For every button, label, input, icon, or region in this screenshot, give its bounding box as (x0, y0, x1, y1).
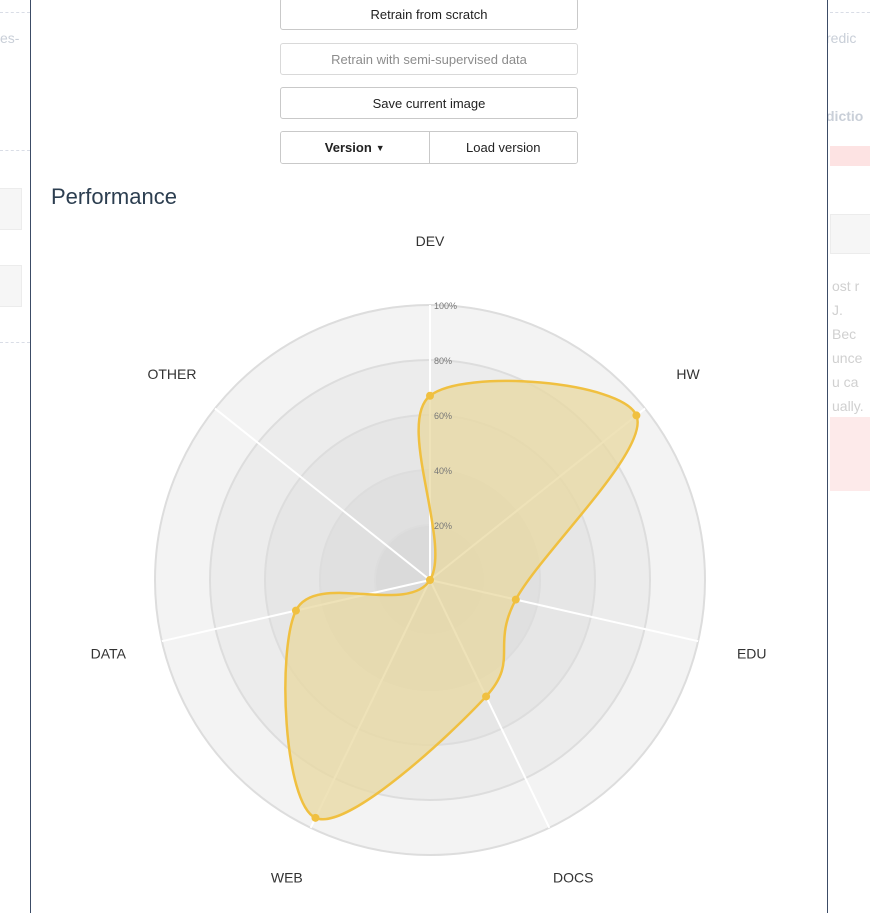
bg-divider-left (0, 12, 30, 13)
save-current-image-button[interactable]: Save current image (280, 87, 578, 119)
bg-divider-left-2 (0, 150, 30, 151)
radar-point-edu (511, 595, 520, 604)
radar-axis-label-docs: DOCS (553, 869, 593, 885)
bg-divider-right (830, 12, 870, 13)
radar-point-data (291, 606, 300, 615)
version-label: Version (324, 140, 372, 155)
bg-block-right (830, 214, 870, 254)
model-panel: Retrain from scratch Retrain with semi-s… (30, 0, 828, 913)
bg-divider-left-3 (0, 342, 30, 343)
bg-block-left-2 (0, 265, 22, 307)
load-version-button[interactable]: Load version (428, 132, 577, 163)
radar-axis-label-hw: HW (676, 366, 700, 382)
bg-text-left: es- (0, 30, 20, 46)
radar-tick-label: 100% (434, 301, 457, 311)
radar-point-web (311, 813, 320, 822)
radar-axis-label-web: WEB (271, 869, 303, 885)
radar-tick-label: 80% (434, 356, 452, 366)
retrain-from-scratch-button[interactable]: Retrain from scratch (280, 0, 578, 30)
radar-tick-label: 60% (434, 411, 452, 421)
radar-axis-label-dev: DEV (416, 233, 445, 249)
caret-down-icon: ▼ (375, 142, 385, 153)
version-controls: Version ▼ Load version (280, 131, 578, 164)
radar-series-area (284, 379, 639, 821)
section-title: Performance (51, 184, 177, 209)
radar-point-other (426, 576, 434, 584)
radar-axis-label-other: OTHER (147, 366, 196, 382)
radar-chart: 20% 40% 60% 80% 100% DEV HW EDU DOCS WEB DATA OTHER (91, 233, 767, 885)
radar-axis-label-edu: EDU (737, 645, 767, 661)
retrain-semi-supervised-button: Retrain with semi-supervised data (280, 43, 578, 75)
bg-para-right: ost r J. Bec unce u ca ually. (832, 278, 864, 414)
radar-axis-label-data: DATA (91, 645, 127, 661)
radar-point-hw (632, 411, 641, 420)
radar-spoke (214, 407, 431, 581)
bg-block-left (0, 188, 22, 230)
radar-point-docs (482, 692, 491, 701)
radar-tick-label: 20% (434, 521, 452, 531)
bg-text-right-2: dictio (826, 108, 864, 124)
radar-tick-label: 40% (434, 466, 452, 476)
bg-text-right: redic (826, 30, 857, 46)
version-dropdown[interactable]: Version ▼ (281, 132, 429, 163)
radar-point-dev (426, 391, 434, 400)
bg-red-block (830, 417, 870, 491)
bg-red-bar (830, 146, 870, 166)
